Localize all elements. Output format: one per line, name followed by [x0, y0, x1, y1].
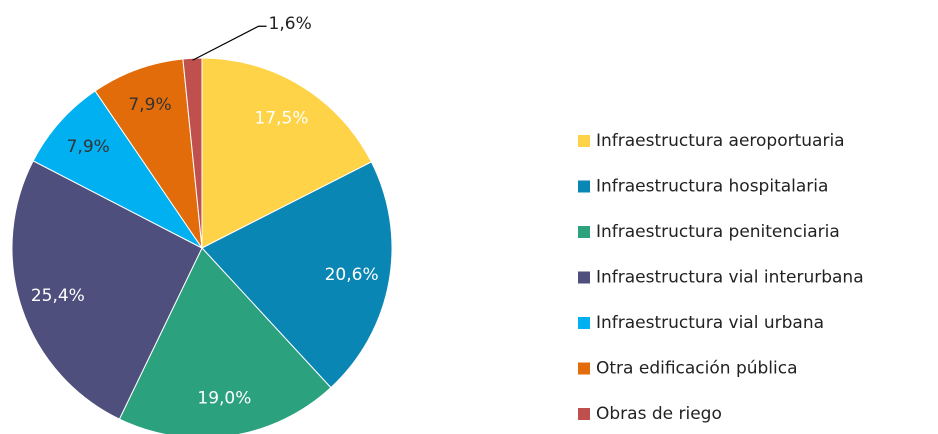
pie-slice: [201, 161, 393, 389]
legend-label: Infraestructura hospitalaria: [596, 177, 828, 197]
pie-slice: [11, 160, 203, 420]
data-label: 20,6%: [325, 265, 379, 285]
leader-line: [192, 25, 267, 61]
data-label: 25,4%: [31, 286, 85, 306]
legend-swatch: [578, 180, 590, 193]
pie-slice: [201, 57, 373, 249]
legend-label: Infraestructura vial interurbana: [596, 268, 864, 288]
data-label: 19,0%: [197, 388, 251, 408]
legend-swatch: [578, 362, 590, 375]
legend-swatch: [578, 271, 590, 284]
legend-label: Infraestructura vial urbana: [596, 313, 824, 333]
legend-swatch: [578, 317, 590, 329]
legend-label: Otra edificación pública: [596, 359, 798, 379]
legend-label: Obras de riego: [596, 404, 722, 424]
legend-swatch: [578, 408, 590, 420]
legend-swatch: [578, 226, 590, 238]
data-label: 7,9%: [67, 137, 110, 157]
legend-label: Infraestructura penitenciaria: [596, 222, 840, 242]
pie-slice: [32, 90, 203, 249]
pie-slice: [118, 247, 332, 434]
legend-swatch: [578, 135, 590, 147]
pie-slice: [182, 57, 203, 249]
data-label: 1,6%: [269, 14, 312, 34]
data-label: 17,5%: [254, 108, 308, 128]
pie-slice: [94, 58, 203, 249]
data-label: 7,9%: [128, 95, 171, 115]
legend-label: Infraestructura aeroportuaria: [596, 131, 845, 151]
